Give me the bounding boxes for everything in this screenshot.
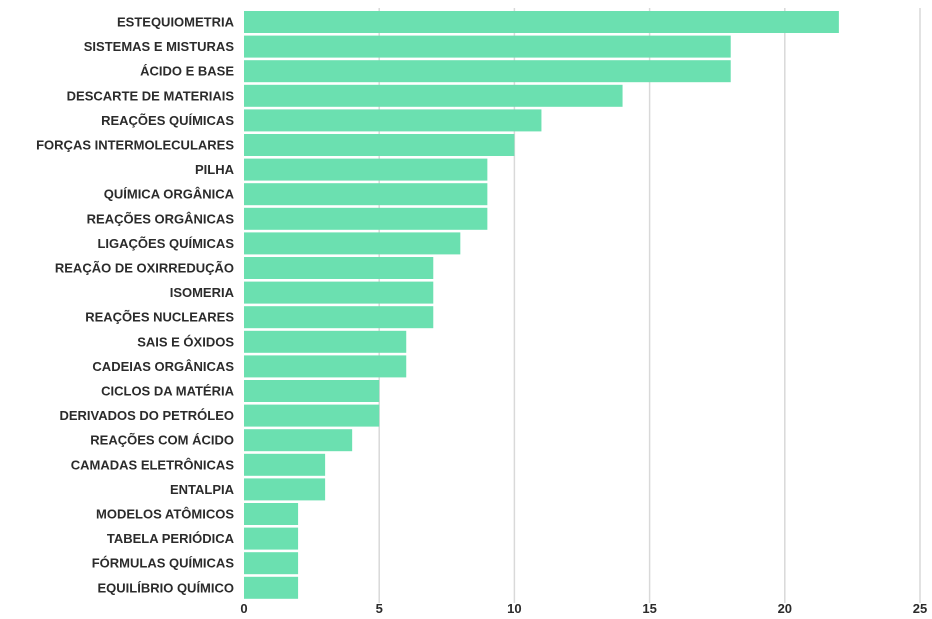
- bar: [244, 35, 731, 58]
- category-label: REAÇÕES ORGÂNICAS: [87, 211, 235, 226]
- bar: [244, 330, 407, 353]
- category-label: ÁCIDO E BASE: [140, 64, 234, 79]
- x-tick-label: 5: [376, 601, 383, 616]
- x-tick-label: 15: [642, 601, 656, 616]
- category-label: EQUILÍBRIO QUÍMICO: [98, 580, 235, 595]
- bar: [244, 109, 542, 132]
- grid-lines: [378, 8, 921, 603]
- category-label: FORÇAS INTERMOLECULARES: [36, 138, 234, 153]
- x-tick-label: 10: [507, 601, 521, 616]
- bar: [244, 60, 731, 83]
- bar: [244, 183, 488, 206]
- bar: [244, 11, 839, 33]
- x-tick-label: 0: [240, 601, 247, 616]
- category-label: LIGAÇÕES QUÍMICAS: [97, 236, 234, 251]
- bar: [244, 257, 434, 279]
- category-label: SISTEMAS E MISTURAS: [84, 39, 235, 54]
- category-labels: ESTEQUIOMETRIA SISTEMAS E MISTURAS ÁCIDO E…: [36, 15, 235, 596]
- category-label: QUÍMICA ORGÂNICA: [104, 187, 235, 202]
- category-label: REAÇÃO DE OXIRREDUÇÃO: [55, 261, 234, 276]
- category-label: FÓRMULAS QUÍMICAS: [92, 556, 235, 571]
- bar: [244, 429, 353, 452]
- category-label: ESTEQUIOMETRIA: [117, 15, 235, 30]
- bar: [244, 380, 380, 402]
- category-label: SAIS E ÓXIDOS: [137, 334, 234, 349]
- category-label: TABELA PERIÓDICA: [107, 531, 235, 546]
- category-label: CADEIAS ORGÂNICAS: [92, 359, 234, 374]
- bar: [244, 478, 326, 501]
- bar: [244, 232, 461, 255]
- x-tick-label: 20: [778, 601, 792, 616]
- category-label: REAÇÕES NUCLEARES: [85, 310, 234, 325]
- bar: [244, 207, 488, 230]
- bar: [244, 158, 488, 181]
- category-label: ENTALPIA: [170, 482, 235, 497]
- category-label: DERIVADOS DO PETRÓLEO: [59, 408, 234, 423]
- bar: [244, 552, 299, 575]
- x-axis-ticks: 0 5 10 15 20 25: [240, 601, 927, 616]
- x-tick-label: 25: [913, 601, 927, 616]
- bars: [244, 11, 839, 599]
- bar: [244, 281, 434, 304]
- category-label: ISOMERIA: [170, 285, 235, 300]
- category-label: MODELOS ATÔMICOS: [96, 507, 234, 522]
- bar: [244, 404, 380, 427]
- bar: [244, 134, 515, 156]
- bar: [244, 453, 326, 476]
- category-label: REAÇÕES QUÍMICAS: [101, 113, 234, 128]
- bar: [244, 527, 299, 550]
- bar: [244, 503, 299, 525]
- category-label: CAMADAS ELETRÔNICAS: [71, 457, 235, 472]
- category-label: CICLOS DA MATÉRIA: [101, 384, 234, 399]
- bar: [244, 306, 434, 329]
- category-label: PILHA: [195, 162, 235, 177]
- category-label: REAÇÕES COM ÁCIDO: [90, 433, 234, 448]
- bar: [244, 576, 299, 599]
- category-label: DESCARTE DE MATERIAIS: [67, 88, 235, 103]
- bar: [244, 84, 623, 107]
- bar: [244, 355, 407, 378]
